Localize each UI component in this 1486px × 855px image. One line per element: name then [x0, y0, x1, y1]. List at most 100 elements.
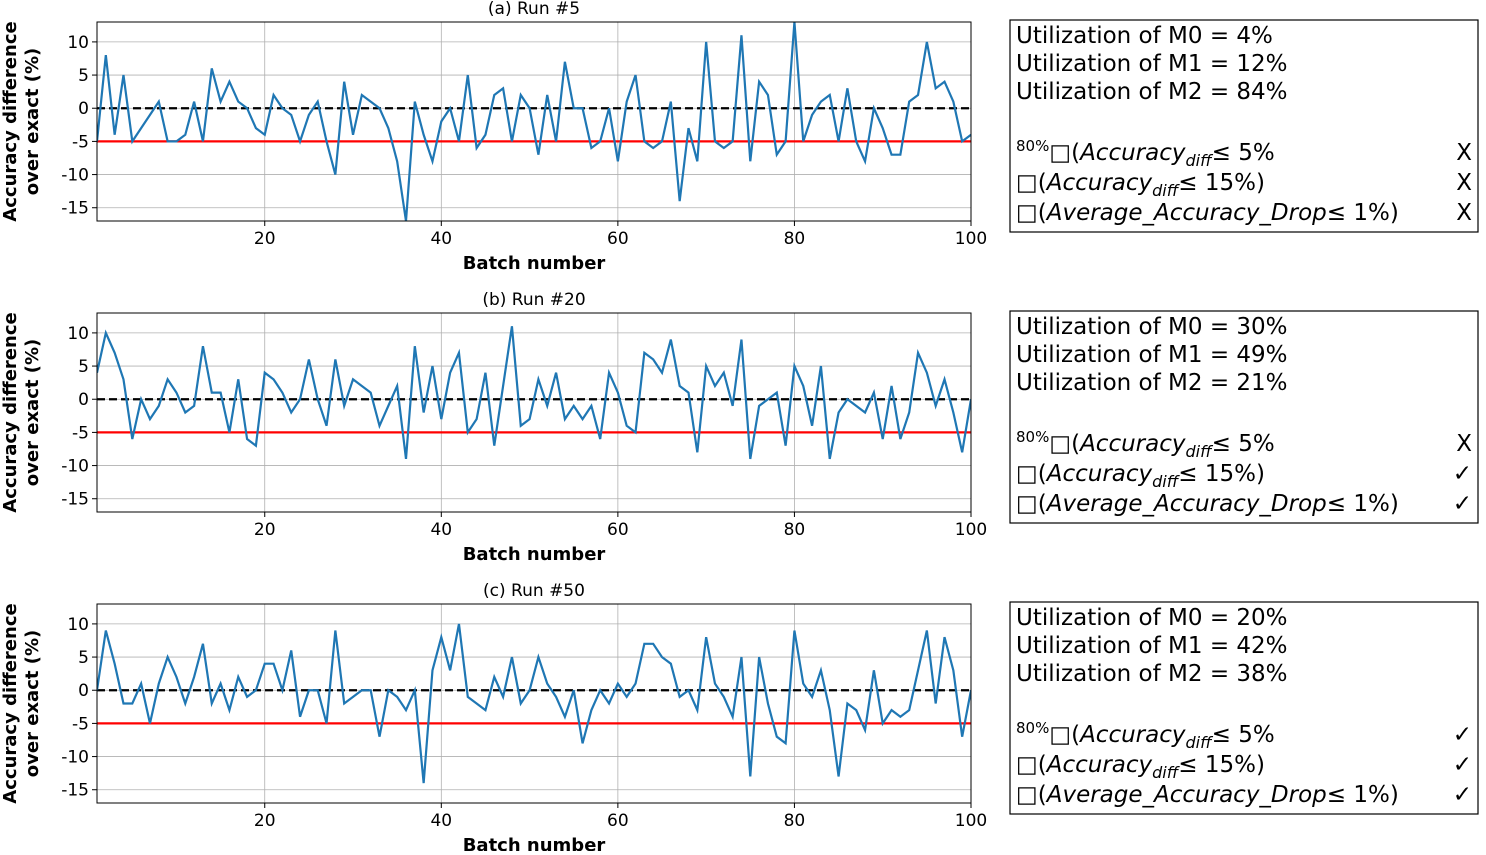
utilization-line: Utilization of M2 = 38% [1016, 661, 1288, 687]
requirement: □(Accuracydiff≤ 15%) [1016, 461, 1265, 491]
y-tick-label: 10 [67, 324, 89, 344]
y-axis-label: Accuracy differenceover exact (%) [0, 603, 43, 803]
requirement-part: diff [1185, 733, 1214, 752]
y-tick-label: -5 [72, 423, 89, 443]
requirement-part: □( [1049, 140, 1080, 166]
x-tick-label: 80 [784, 229, 806, 249]
requirement: 80%□(Accuracydiff≤ 5% [1016, 428, 1275, 461]
utilization-line: Utilization of M1 = 12% [1016, 51, 1288, 77]
y-tick-label: -5 [72, 714, 89, 734]
requirement-part: □( [1016, 461, 1047, 487]
y-axis-label-line: over exact (%) [22, 630, 43, 777]
chart-title: (b) Run #20 [482, 290, 585, 310]
requirement-part: Accuracy [1045, 752, 1153, 778]
y-tick-label: 0 [78, 681, 89, 701]
y-axis-label-line: Accuracy difference [0, 603, 21, 803]
requirement-part: □( [1016, 752, 1047, 778]
requirement-part: ≤ 15%) [1178, 752, 1265, 778]
requirement: □(Accuracydiff≤ 15%) [1016, 170, 1265, 200]
requirement-part: ≤ 1%) [1327, 782, 1399, 808]
x-tick-label: 100 [955, 811, 987, 831]
x-tick-label: 100 [955, 229, 987, 249]
requirement-part: □( [1016, 782, 1047, 808]
requirement-status: ✓ [1453, 461, 1472, 487]
x-tick-label: 20 [254, 520, 276, 540]
utilization-line: Utilization of M1 = 49% [1016, 342, 1288, 368]
requirement-part: □( [1016, 200, 1047, 226]
requirement-status: X [1456, 431, 1472, 457]
utilization-line: Utilization of M0 = 30% [1016, 314, 1288, 340]
requirement-status: X [1456, 140, 1472, 166]
requirement-part: Average_Accuracy_Drop [1045, 491, 1327, 517]
requirement-status: ✓ [1453, 722, 1472, 748]
requirement-part: □( [1049, 722, 1080, 748]
requirement-part: Accuracy [1045, 170, 1153, 196]
requirement-part: Accuracy [1078, 431, 1186, 457]
info-box [1009, 310, 1479, 524]
utilization-line: Utilization of M1 = 42% [1016, 633, 1288, 659]
chart-title: (a) Run #5 [488, 0, 580, 19]
requirement-part: ≤ 1%) [1327, 200, 1399, 226]
requirement-part: 80% [1016, 719, 1049, 737]
requirement-part: ≤ 15%) [1178, 170, 1265, 196]
x-tick-label: 40 [430, 811, 452, 831]
requirement-status: ✓ [1453, 782, 1472, 808]
x-axis-label: Batch number [463, 835, 606, 851]
x-tick-label: 60 [607, 811, 629, 831]
x-tick-label: 60 [607, 520, 629, 540]
data-line [97, 623, 971, 784]
requirement-status: X [1456, 170, 1472, 196]
x-tick-label: 100 [955, 520, 987, 540]
requirement-part: Accuracy [1045, 461, 1153, 487]
x-tick-label: 80 [784, 811, 806, 831]
utilization-line: Utilization of M2 = 21% [1016, 370, 1288, 396]
y-axis-label-line: Accuracy difference [0, 21, 21, 221]
utilization-line: Utilization of M0 = 20% [1016, 605, 1288, 631]
y-tick-label: -15 [61, 490, 89, 510]
utilization-line: Utilization of M0 = 4% [1016, 23, 1273, 49]
requirement: □(Average_Accuracy_Drop≤ 1%) [1016, 491, 1399, 517]
requirement: 80%□(Accuracydiff≤ 5% [1016, 719, 1275, 752]
requirement-part: Average_Accuracy_Drop [1045, 200, 1327, 226]
requirement-status: ✓ [1453, 491, 1472, 517]
y-tick-label: -15 [61, 199, 89, 219]
y-tick-label: -10 [61, 457, 89, 477]
requirement-status: ✓ [1453, 752, 1472, 778]
y-tick-label: -15 [61, 781, 89, 801]
y-tick-label: 0 [78, 99, 89, 119]
y-axis-label-line: Accuracy difference [0, 312, 21, 512]
requirement-status: X [1456, 200, 1472, 226]
requirement-part: □( [1049, 431, 1080, 457]
x-tick-label: 60 [607, 229, 629, 249]
y-tick-label: 5 [78, 66, 89, 86]
requirement-part: 80% [1016, 428, 1049, 446]
plot-frame [96, 21, 972, 222]
requirement: □(Average_Accuracy_Drop≤ 1%) [1016, 782, 1399, 808]
y-tick-label: 5 [78, 357, 89, 377]
requirement-part: Accuracy [1078, 140, 1186, 166]
requirement: □(Average_Accuracy_Drop≤ 1%) [1016, 200, 1399, 226]
y-axis-label: Accuracy differenceover exact (%) [0, 312, 43, 512]
requirement-part: ≤ 1%) [1327, 491, 1399, 517]
y-axis-label-line: over exact (%) [22, 339, 43, 486]
chart-title: (c) Run #50 [483, 581, 585, 601]
x-axis-label: Batch number [463, 544, 606, 565]
y-tick-label: 10 [67, 615, 89, 635]
requirement-part: ≤ 5% [1212, 722, 1275, 748]
requirement-part: Accuracy [1078, 722, 1186, 748]
requirement-part: diff [1152, 472, 1181, 491]
requirement-part: 80% [1016, 137, 1049, 155]
y-tick-label: -10 [61, 748, 89, 768]
x-tick-label: 40 [430, 229, 452, 249]
x-tick-label: 40 [430, 520, 452, 540]
requirement-part: □( [1016, 491, 1047, 517]
requirement-part: Average_Accuracy_Drop [1045, 782, 1327, 808]
requirement-part: diff [1185, 442, 1214, 461]
requirement-part: □( [1016, 170, 1047, 196]
requirement-part: ≤ 5% [1212, 140, 1275, 166]
requirement-part: ≤ 15%) [1178, 461, 1265, 487]
requirement-part: diff [1152, 181, 1181, 200]
utilization-line: Utilization of M2 = 84% [1016, 79, 1288, 105]
x-axis-label: Batch number [463, 253, 606, 274]
y-tick-label: -5 [72, 132, 89, 152]
